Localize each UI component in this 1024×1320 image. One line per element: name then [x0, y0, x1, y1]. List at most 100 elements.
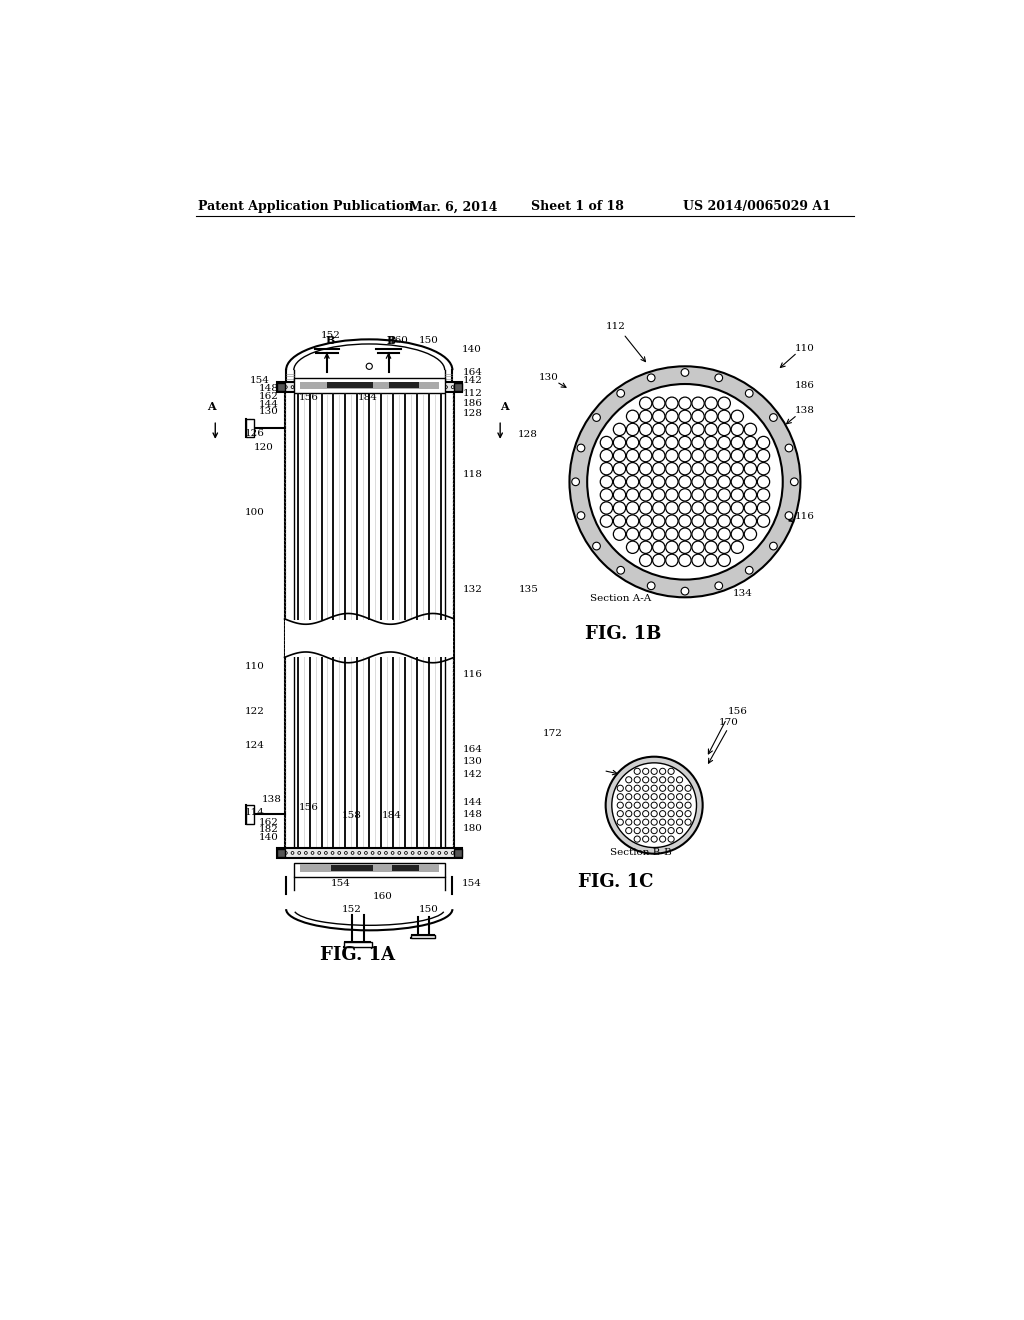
Circle shape [652, 488, 665, 502]
Circle shape [593, 543, 600, 550]
Circle shape [652, 437, 665, 449]
Circle shape [744, 462, 757, 475]
Circle shape [452, 851, 454, 854]
Circle shape [640, 554, 652, 566]
Circle shape [652, 515, 665, 527]
Text: 148: 148 [463, 810, 483, 818]
Circle shape [365, 385, 368, 388]
Text: 182: 182 [258, 825, 279, 834]
Circle shape [425, 385, 427, 388]
Circle shape [613, 488, 626, 502]
Circle shape [705, 554, 717, 566]
Circle shape [666, 541, 678, 553]
Circle shape [715, 582, 723, 590]
Circle shape [634, 785, 640, 792]
Circle shape [578, 444, 585, 451]
Circle shape [627, 462, 639, 475]
Text: 130: 130 [539, 374, 558, 383]
Circle shape [744, 488, 757, 502]
Text: 128: 128 [463, 409, 483, 417]
Text: 154: 154 [331, 879, 350, 888]
Circle shape [666, 397, 678, 409]
Text: 114: 114 [245, 808, 264, 817]
Text: FIG. 1B: FIG. 1B [585, 626, 662, 643]
Circle shape [331, 385, 334, 388]
Circle shape [357, 851, 360, 854]
Circle shape [677, 818, 683, 825]
Circle shape [626, 818, 632, 825]
Bar [300, 381, 438, 388]
Circle shape [627, 411, 639, 422]
Bar [294, 863, 444, 876]
Circle shape [325, 385, 328, 388]
Circle shape [651, 803, 657, 808]
Circle shape [666, 488, 678, 502]
Circle shape [692, 411, 705, 422]
Text: 142: 142 [463, 376, 483, 385]
Circle shape [391, 385, 394, 388]
Circle shape [412, 851, 414, 854]
Circle shape [285, 851, 287, 854]
Text: 100: 100 [245, 508, 264, 517]
Circle shape [731, 488, 743, 502]
Circle shape [758, 488, 770, 502]
Circle shape [298, 385, 301, 388]
Circle shape [668, 818, 674, 825]
Text: Section A-A: Section A-A [590, 594, 651, 603]
Circle shape [692, 554, 705, 566]
Circle shape [634, 793, 640, 800]
Text: 148: 148 [258, 384, 279, 393]
Circle shape [692, 515, 705, 527]
Circle shape [659, 768, 666, 775]
Circle shape [425, 851, 427, 854]
Text: 132: 132 [463, 585, 483, 594]
Circle shape [317, 385, 321, 388]
Circle shape [605, 756, 702, 854]
Circle shape [626, 810, 632, 817]
Bar [300, 865, 438, 873]
Text: 142: 142 [463, 770, 483, 779]
Circle shape [785, 512, 793, 520]
Circle shape [627, 528, 639, 540]
Circle shape [351, 385, 354, 388]
Text: 130: 130 [258, 408, 279, 416]
Circle shape [351, 851, 354, 854]
Circle shape [745, 389, 753, 397]
Circle shape [679, 515, 691, 527]
Circle shape [317, 851, 321, 854]
Circle shape [325, 851, 328, 854]
Circle shape [677, 785, 683, 792]
Text: 118: 118 [463, 470, 483, 479]
Circle shape [626, 828, 632, 834]
Circle shape [692, 462, 705, 475]
Circle shape [666, 554, 678, 566]
Circle shape [718, 502, 730, 513]
Circle shape [616, 566, 625, 574]
Circle shape [731, 541, 743, 553]
Circle shape [444, 851, 447, 854]
Circle shape [613, 528, 626, 540]
Bar [454, 383, 462, 391]
Circle shape [666, 462, 678, 475]
Circle shape [640, 528, 652, 540]
Circle shape [668, 828, 674, 834]
Circle shape [613, 475, 626, 488]
Circle shape [677, 776, 683, 783]
Circle shape [770, 413, 777, 421]
Circle shape [651, 785, 657, 792]
Circle shape [458, 385, 461, 388]
Circle shape [651, 793, 657, 800]
Circle shape [652, 554, 665, 566]
Circle shape [731, 437, 743, 449]
Text: 128: 128 [518, 429, 538, 438]
Circle shape [613, 462, 626, 475]
Bar [344, 942, 372, 946]
Circle shape [744, 475, 757, 488]
Circle shape [770, 543, 777, 550]
Text: FIG. 1C: FIG. 1C [578, 874, 653, 891]
Circle shape [600, 450, 612, 462]
Text: 160: 160 [388, 337, 409, 346]
Text: 124: 124 [245, 741, 264, 750]
Circle shape [600, 488, 612, 502]
Circle shape [634, 810, 640, 817]
